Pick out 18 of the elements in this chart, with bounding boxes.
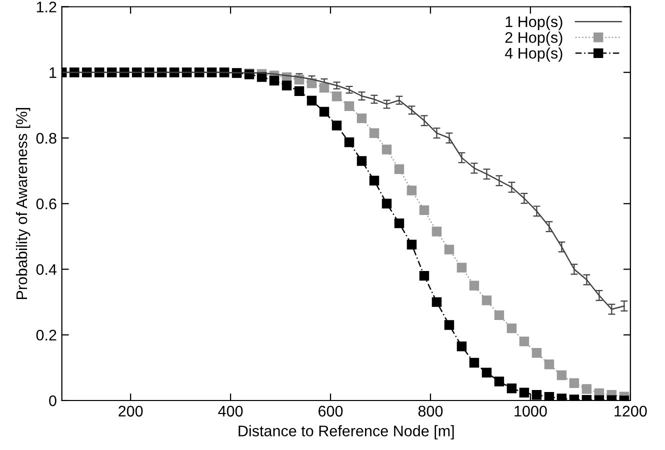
y-tick-label: 0.8 [36, 132, 56, 144]
x-tick-label: 1200 [614, 406, 647, 417]
x-tick-label: 400 [218, 406, 243, 417]
legend-label: 1 Hop(s) [506, 16, 562, 30]
y-axis-title: Probability of Awareness [%] [16, 108, 30, 300]
y-tick-label: 1 [50, 67, 56, 78]
x-axis-title: Distance to Reference Node [m] [238, 425, 454, 440]
x-tick-label: 1000 [514, 406, 547, 417]
legend-label: 4 Hop(s) [504, 47, 562, 62]
y-tick-label: 0.4 [36, 264, 57, 275]
x-tick-label: 800 [418, 406, 443, 417]
x-tick-label: 200 [118, 406, 143, 417]
y-tick-label: 0.6 [36, 198, 56, 210]
y-tick-label: 0.2 [36, 330, 56, 341]
legend-label: 2 Hop(s) [505, 32, 562, 46]
x-tick-label: 600 [318, 406, 343, 417]
y-tick-label: 1.2 [36, 2, 56, 12]
y-tick-label: 0 [49, 395, 56, 406]
